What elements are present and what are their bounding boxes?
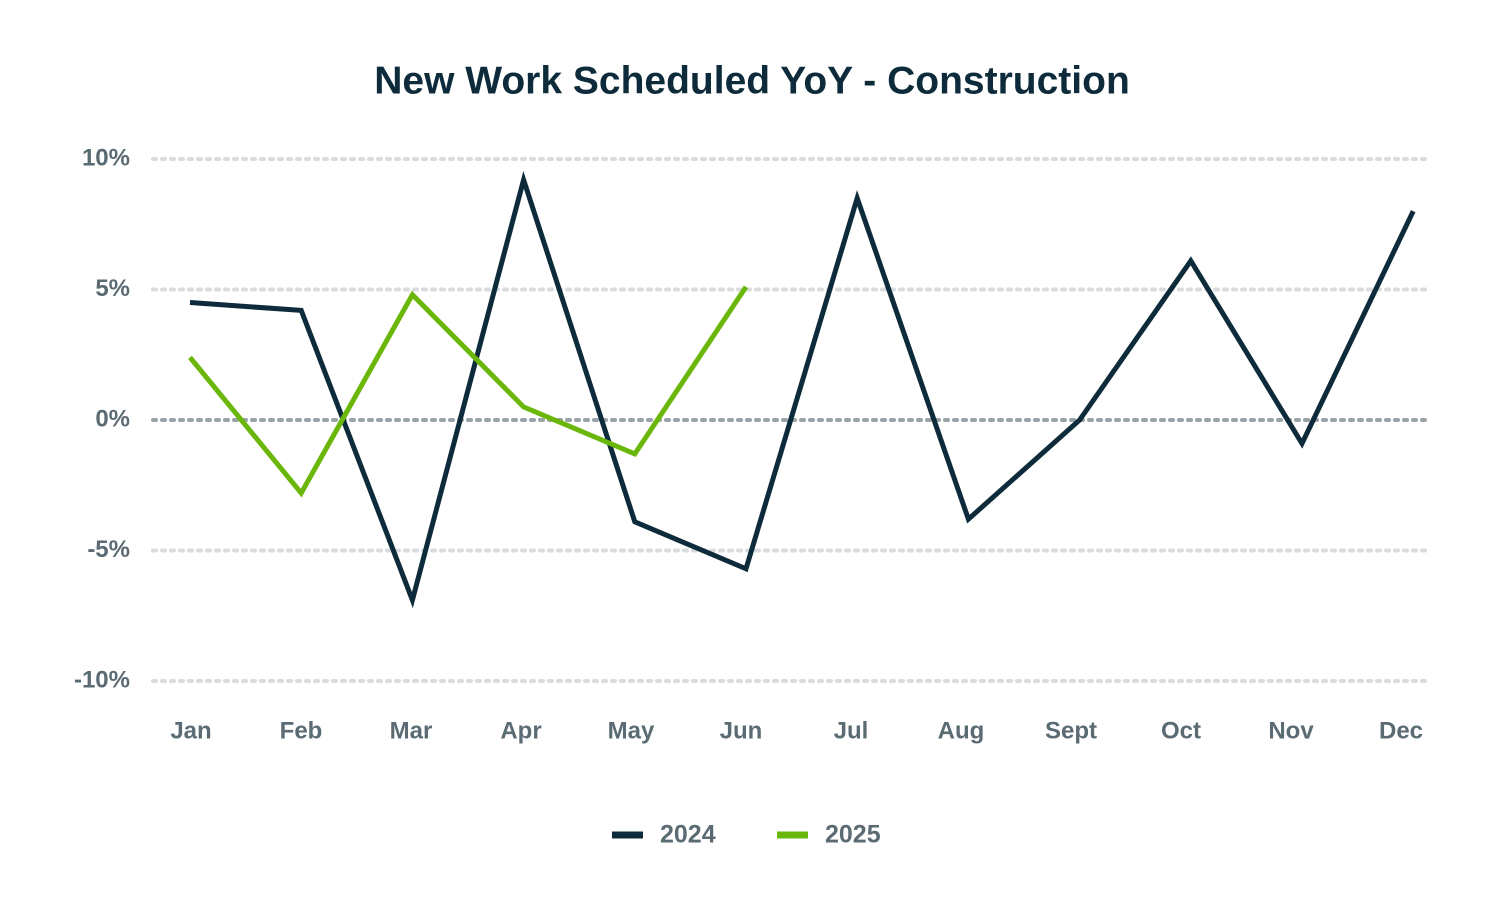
x-tick-label: Apr (500, 717, 541, 744)
y-tick-label: -5% (87, 536, 130, 563)
chart-title: New Work Scheduled YoY - Construction (374, 59, 1130, 102)
x-tick-label: Feb (280, 717, 323, 744)
x-tick-label: Jan (170, 717, 211, 744)
x-tick-label: Jul (834, 717, 869, 744)
legend-label: 2025 (825, 821, 881, 849)
x-tick-label: Jun (720, 717, 763, 744)
legend-label: 2024 (660, 821, 716, 849)
y-tick-label: -10% (74, 666, 130, 693)
x-tick-label: Nov (1268, 717, 1314, 744)
series-line (189, 171, 1416, 609)
y-tick-label: 0% (95, 405, 130, 432)
series-line (188, 285, 749, 498)
x-tick-label: Sept (1045, 717, 1097, 744)
x-tick-label: Dec (1379, 717, 1423, 744)
x-tick-label: Mar (390, 717, 433, 744)
y-tick-label: 5% (95, 275, 130, 302)
x-tick-label: Aug (938, 717, 985, 744)
x-tick-label: May (608, 717, 655, 744)
x-tick-label: Oct (1161, 717, 1201, 744)
y-tick-label: 10% (82, 144, 130, 171)
